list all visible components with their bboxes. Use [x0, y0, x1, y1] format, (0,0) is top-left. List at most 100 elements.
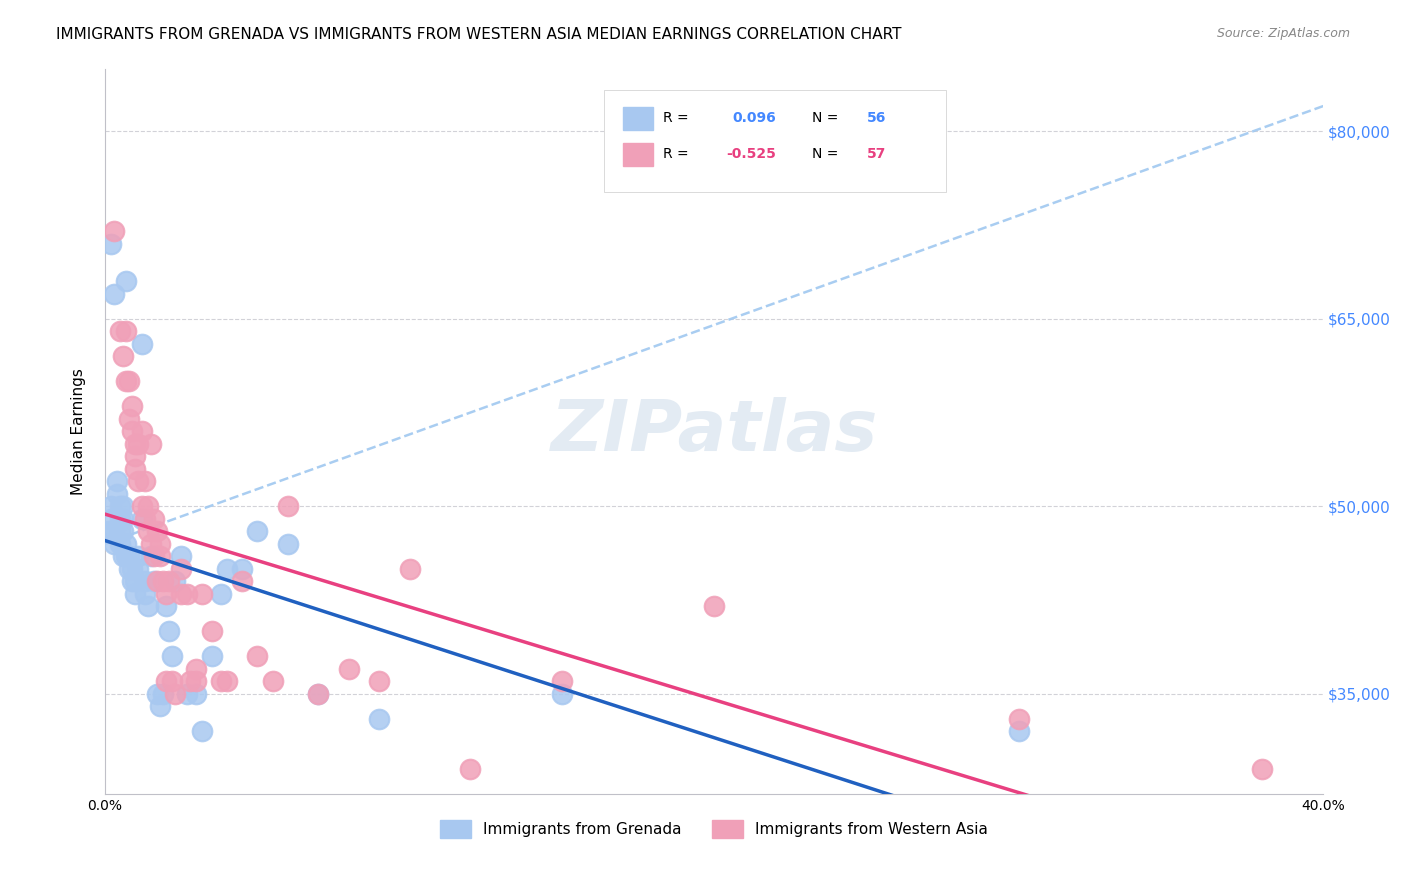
Text: 0.096: 0.096 — [733, 111, 776, 125]
Point — [149, 549, 172, 564]
Point — [176, 687, 198, 701]
Point — [121, 562, 143, 576]
Point — [155, 587, 177, 601]
Point — [160, 674, 183, 689]
Point — [134, 512, 156, 526]
Text: R =: R = — [664, 147, 689, 161]
Point — [124, 437, 146, 451]
Point — [142, 512, 165, 526]
Point — [115, 549, 138, 564]
Bar — [623, 107, 654, 130]
Point — [112, 500, 135, 514]
Text: R =: R = — [664, 111, 689, 125]
Text: 56: 56 — [866, 111, 886, 125]
Point — [97, 524, 120, 539]
Point — [200, 649, 222, 664]
Point — [191, 587, 214, 601]
Point — [307, 687, 329, 701]
Point — [209, 674, 232, 689]
Point — [131, 500, 153, 514]
Point — [139, 437, 162, 451]
Point — [1008, 712, 1031, 726]
Point — [121, 574, 143, 589]
Point — [121, 399, 143, 413]
Point — [124, 462, 146, 476]
Legend: Immigrants from Grenada, Immigrants from Western Asia: Immigrants from Grenada, Immigrants from… — [434, 814, 994, 845]
Point — [103, 286, 125, 301]
Point — [231, 574, 253, 589]
Text: 57: 57 — [866, 147, 886, 161]
Point — [170, 549, 193, 564]
Bar — [623, 144, 654, 167]
Point — [131, 336, 153, 351]
Point — [460, 762, 482, 776]
Point — [134, 587, 156, 601]
Point — [186, 687, 208, 701]
Point — [136, 524, 159, 539]
Point — [149, 537, 172, 551]
Point — [110, 500, 132, 514]
Point — [110, 524, 132, 539]
Point — [105, 487, 128, 501]
Point — [200, 624, 222, 639]
Point — [277, 500, 299, 514]
Point — [145, 524, 167, 539]
Point — [118, 549, 141, 564]
Point — [118, 411, 141, 425]
Point — [131, 424, 153, 438]
Point — [139, 549, 162, 564]
Point — [105, 475, 128, 489]
Text: N =: N = — [811, 111, 838, 125]
Point — [1008, 724, 1031, 739]
Point — [157, 624, 180, 639]
Point — [155, 599, 177, 614]
Point — [170, 587, 193, 601]
Y-axis label: Median Earnings: Median Earnings — [72, 368, 86, 495]
Point — [128, 475, 150, 489]
Text: IMMIGRANTS FROM GRENADA VS IMMIGRANTS FROM WESTERN ASIA MEDIAN EARNINGS CORRELAT: IMMIGRANTS FROM GRENADA VS IMMIGRANTS FR… — [56, 27, 901, 42]
Point — [186, 662, 208, 676]
Text: ZIPatlas: ZIPatlas — [550, 397, 877, 466]
Point — [103, 524, 125, 539]
Point — [100, 236, 122, 251]
Point — [551, 674, 574, 689]
Point — [152, 687, 174, 701]
Point — [231, 562, 253, 576]
Point — [163, 687, 186, 701]
Point — [136, 599, 159, 614]
Point — [139, 537, 162, 551]
Point — [142, 549, 165, 564]
Point — [170, 562, 193, 576]
Point — [149, 699, 172, 714]
Point — [368, 674, 391, 689]
Point — [160, 649, 183, 664]
Point — [115, 537, 138, 551]
Point — [124, 587, 146, 601]
Point — [179, 674, 201, 689]
Point — [134, 574, 156, 589]
Point — [115, 274, 138, 288]
Text: -0.525: -0.525 — [727, 147, 776, 161]
Point — [398, 562, 420, 576]
Point — [110, 324, 132, 338]
Text: Source: ZipAtlas.com: Source: ZipAtlas.com — [1216, 27, 1350, 40]
Point — [277, 537, 299, 551]
Point — [215, 562, 238, 576]
Point — [128, 562, 150, 576]
Point — [368, 712, 391, 726]
Point — [551, 687, 574, 701]
Point — [121, 424, 143, 438]
Point — [176, 587, 198, 601]
Point — [118, 562, 141, 576]
Point — [703, 599, 725, 614]
Point — [115, 374, 138, 388]
Point — [155, 674, 177, 689]
Point — [134, 475, 156, 489]
Point — [103, 537, 125, 551]
Point — [145, 687, 167, 701]
Point — [136, 500, 159, 514]
Point — [246, 524, 269, 539]
Point — [152, 574, 174, 589]
Point — [115, 324, 138, 338]
Point — [110, 512, 132, 526]
